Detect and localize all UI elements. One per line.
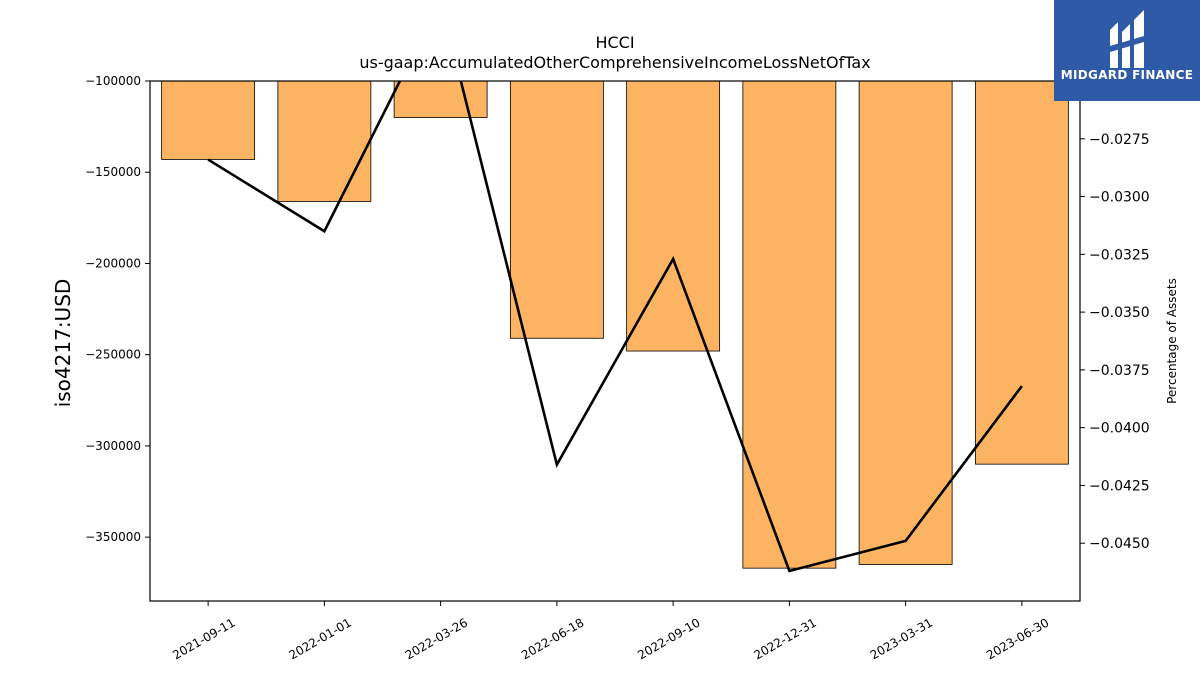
x-tick-label: 2022-12-31 [751,615,818,662]
y2-tick-label: −0.0300 [1089,190,1150,206]
y-tick-label: −200000 [85,256,141,270]
chart-title: HCCI [595,33,634,52]
y2-tick-label: −0.0425 [1089,478,1150,494]
percentage-of-assets-line [207,81,1023,573]
x-tick-label: 2023-06-30 [984,615,1051,662]
y2-tick-label: −0.0400 [1089,421,1150,437]
y2-tick-label: −0.0325 [1089,247,1150,263]
y2-tick-label: −0.0350 [1089,305,1150,321]
bar-2023-03-31 [858,80,953,565]
y2-axis-label: Percentage of Assets [1165,278,1179,404]
y2-tick-label: −0.0275 [1089,132,1150,148]
line-layer [207,81,1023,573]
x-tick-label: 2021-09-11 [170,615,237,662]
bar-2022-09-10 [626,80,721,352]
y-tick-label: −300000 [85,439,141,453]
bar-2022-12-31 [742,80,837,569]
bar-2022-06-18 [509,80,604,339]
midgard-logo: MIDGARD FINANCE [1054,0,1200,101]
x-tick-label: 2022-09-10 [635,615,702,662]
bars-layer [161,80,1069,569]
y-tick-label: −100000 [85,74,141,88]
bar-2022-03-26 [393,80,488,118]
y-tick-label: −250000 [85,348,141,362]
y-axis-left: −100000 −150000 −200000 −250000 −300000 −3500… [85,74,150,544]
y2-tick-label: −0.0450 [1089,536,1150,552]
plot-frame [149,80,1081,602]
x-axis: 2021-09-11 2022-01-01 2022-03-26 2022-06-18… [170,601,1051,662]
chart-subtitle: us-gaap:AccumulatedOtherComprehensiveInc… [359,53,870,72]
logo-text: MIDGARD FINANCE [1060,68,1194,82]
bar-2023-06-30 [974,80,1069,465]
x-tick-label: 2023-03-31 [868,615,935,662]
x-tick-label: 2022-01-01 [286,615,353,662]
midgard-logo-icon [1110,10,1144,68]
bar-2022-01-01 [277,80,372,202]
y-axis-right: −0.0275 −0.0300 −0.0325 −0.0350 −0.0375 −0.04… [1080,132,1150,552]
bar-2021-09-11 [161,80,256,160]
x-tick-label: 2022-03-26 [403,615,470,662]
y2-tick-label: −0.0375 [1089,363,1150,379]
y-tick-label: −350000 [85,530,141,544]
y-axis-label: iso4217:USD [51,279,75,408]
x-tick-label: 2022-06-18 [519,615,586,662]
y-tick-label: −150000 [85,165,141,179]
